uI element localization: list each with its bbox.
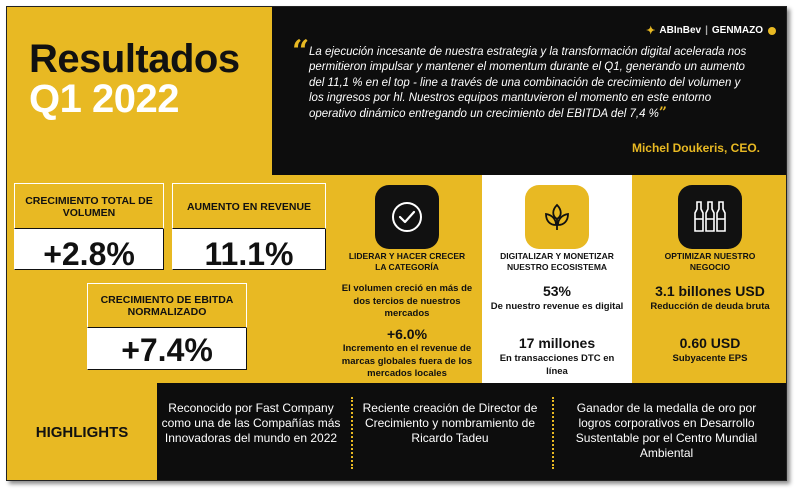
page-title: Resultados — [29, 37, 240, 81]
pillar-category-text2: Incremento en el revenue de marcas globa… — [341, 343, 473, 379]
pillar-optimize-text1: Reducción de deuda bruta — [650, 301, 770, 312]
pillar-optimize-title: OPTIMIZAR NUESTRO NEGOCIO — [664, 251, 756, 272]
results-infographic: Resultados Q1 2022 ✦ ABInBev | GENMAZO “… — [6, 6, 787, 481]
highlight-item: Reciente creación de Director de Crecimi… — [362, 401, 538, 445]
pillar-category-text1: El volumen creció en más de dos tercios … — [341, 283, 473, 319]
brand-logos: ✦ ABInBev | GENMAZO — [646, 24, 776, 37]
highlights-label: HIGHLIGHTS — [7, 383, 157, 480]
open-quote-mark: “ — [292, 34, 310, 69]
pillar-category-value: +6.0% — [386, 326, 428, 342]
abinbev-logo-icon: ✦ — [646, 25, 656, 37]
metric-volume-label-box — [14, 183, 164, 229]
metric-ebitda-label-box — [87, 283, 247, 328]
pillar-digital: DIGITALIZAR Y MONETIZAR NUESTRO ECOSISTE… — [482, 175, 632, 383]
brand-separator: | — [705, 25, 708, 36]
quote-author: Michel Doukeris, CEO. — [631, 141, 760, 155]
pillar-digital-text2: En transacciones DTC en línea — [499, 353, 615, 377]
highlight-item: Ganador de la medalla de oro por logros … — [575, 401, 758, 460]
title-block: Resultados Q1 2022 — [7, 7, 272, 175]
page-subtitle: Q1 2022 — [29, 77, 179, 121]
genmazo-dot-icon — [768, 26, 776, 35]
bottles-icon — [678, 185, 742, 249]
highlights-bar: HIGHLIGHTS Reconocido por Fast Company c… — [7, 383, 786, 480]
metric-revenue: AUMENTO EN REVENUE 11.1% — [172, 183, 326, 272]
quote-text: La ejecución incesante de nuestra estrat… — [309, 46, 747, 121]
pillar-optimize: OPTIMIZAR NUESTRO NEGOCIO 3.1 billones U… — [632, 175, 786, 383]
close-quote-mark: ” — [658, 105, 667, 122]
pillar-category-title: LIDERAR Y HACER CRECER LA CATEGORÍA — [348, 251, 466, 272]
pillar-optimize-text2: Subyacente EPS — [672, 353, 748, 364]
pillar-optimize-value1: 3.1 billones USD — [655, 283, 765, 299]
metric-ebitda-label: CRECIMIENTO DE EBITDA NORMALIZADO — [100, 294, 234, 318]
pillar-digital-text1: De nuestro revenue es digital — [490, 301, 624, 312]
brand-genmazo: GENMAZO — [711, 25, 763, 36]
ceo-quote-block: ✦ ABInBev | GENMAZO “ La ejecución inces… — [272, 7, 786, 175]
brand-abinbev: ABInBev — [659, 25, 702, 36]
metric-ebitda-value: +7.4% — [121, 332, 213, 368]
pillar-digital-title: DIGITALIZAR Y MONETIZAR NUESTRO ECOSISTE… — [500, 251, 614, 272]
metric-ebitda: CRECIMIENTO DE EBITDA NORMALIZADO +7.4% — [87, 283, 247, 370]
highlight-divider — [351, 397, 353, 469]
pillar-category: LIDERAR Y HACER CRECER LA CATEGORÍA El v… — [332, 175, 482, 383]
checkmark-circle-icon — [375, 185, 439, 249]
pillar-digital-value2: 17 millones — [518, 335, 596, 351]
pillar-optimize-value2: 0.60 USD — [679, 335, 741, 351]
metric-revenue-value: 11.1% — [204, 236, 294, 272]
quote-text-wrapper: La ejecución incesante de nuestra estrat… — [309, 45, 749, 122]
metric-revenue-label-box — [172, 183, 326, 229]
metric-revenue-label: AUMENTO EN REVENUE — [186, 200, 312, 213]
metric-volume-label: CRECIMIENTO TOTAL DE VOLUMEN — [25, 194, 153, 219]
sprout-icon — [525, 185, 589, 249]
metric-volume: CRECIMIENTO TOTAL DE VOLUMEN +2.8% — [14, 183, 164, 272]
pillar-digital-value1: 53% — [542, 283, 572, 299]
highlight-item: Reconocido por Fast Company como una de … — [161, 401, 341, 445]
metric-volume-value: +2.8% — [43, 236, 135, 272]
highlight-divider — [552, 397, 554, 469]
